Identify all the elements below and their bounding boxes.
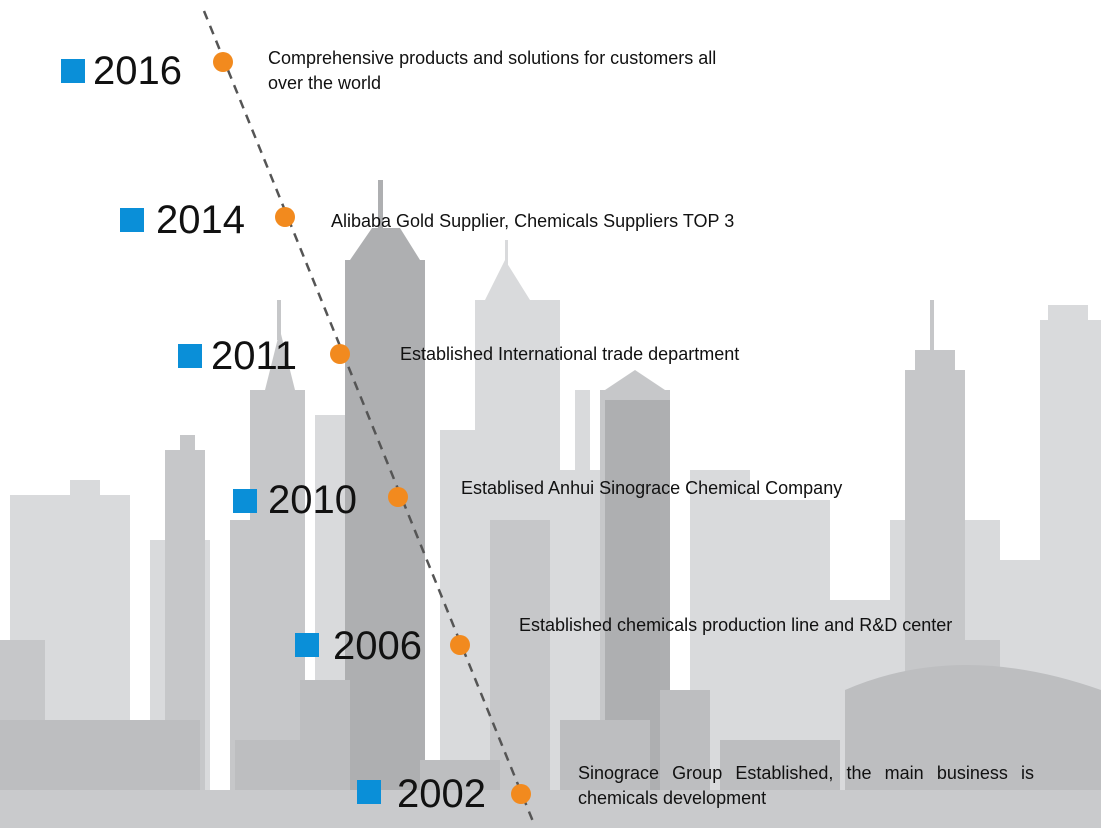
year-marker-square [233,489,257,513]
year-marker-square [357,780,381,804]
timeline-dot [450,635,470,655]
milestone-description: Established International trade departme… [400,344,740,364]
milestone-description: Establised Anhui Sinograce Chemical Comp… [461,478,843,498]
milestone-description: Alibaba Gold Supplier, Chemicals Supplie… [331,211,735,231]
timeline-dot [388,487,408,507]
timeline-dot [213,52,233,72]
milestone-description: Comprehensive products and solutions for… [268,48,717,93]
timeline-dot [330,344,350,364]
milestone-year: 2002 [397,772,486,816]
milestone-year: 2010 [268,478,357,522]
year-marker-square [295,633,319,657]
timeline-dot [511,784,531,804]
milestone-year: 2016 [93,49,182,93]
year-marker-square [120,208,144,232]
milestone-description: Sinograce Group Established, the main bu… [578,763,1034,808]
milestone-year: 2014 [156,198,245,242]
milestone-description: Established chemicals production line an… [519,615,953,635]
year-marker-square [61,59,85,83]
timeline-dot [275,207,295,227]
milestone-year: 2006 [333,624,422,668]
year-marker-square [178,344,202,368]
milestone-year: 2011 [211,334,298,378]
